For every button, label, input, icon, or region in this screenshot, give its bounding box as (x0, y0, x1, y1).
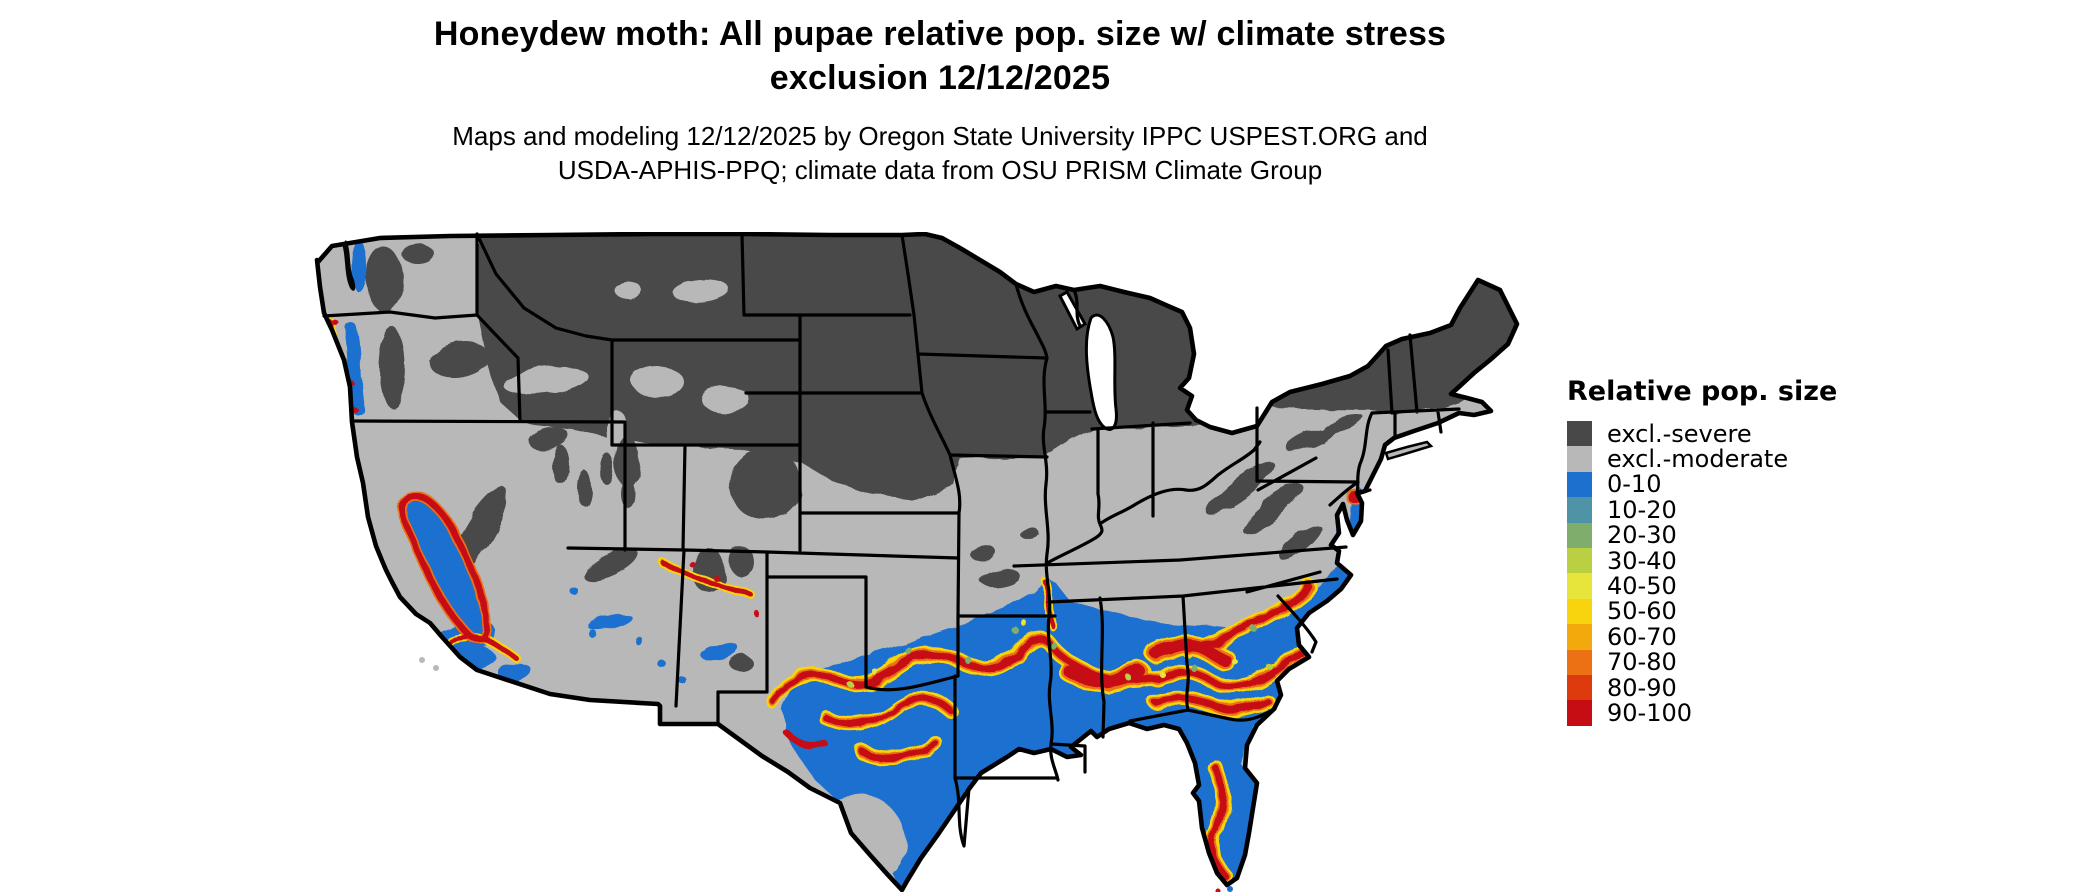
page-title: Honeydew moth: All pupae relative pop. s… (240, 12, 1640, 100)
legend-swatch (1567, 471, 1592, 498)
legend-swatch (1567, 573, 1592, 599)
legend-label: 60-70 (1607, 622, 1677, 651)
moderate-pockets (405, 266, 822, 506)
title-line-1: Honeydew moth: All pupae relative pop. s… (433, 15, 1447, 53)
legend-row: 80-90 (1567, 673, 1867, 702)
legend-row: excl.-severe (1567, 419, 1867, 448)
legend-label: excl.-severe (1607, 419, 1752, 448)
legend-swatch (1567, 421, 1592, 447)
legend-label: excl.-moderate (1607, 445, 1789, 474)
state-borders (322, 232, 1461, 848)
legend-row: 20-30 (1567, 521, 1867, 550)
title-line-2: exclusion 12/12/2025 (769, 59, 1111, 97)
legend-swatch (1567, 497, 1592, 523)
region-california-valley-blue (405, 498, 487, 638)
legend: Relative pop. size excl.-severe excl.-mo… (1567, 376, 1867, 727)
legend-row: excl.-moderate (1567, 445, 1867, 474)
legend-label: 20-30 (1607, 521, 1677, 550)
legend-label: 30-40 (1607, 546, 1677, 575)
legend-items: excl.-severe excl.-moderate 0-10 10-20 2… (1567, 419, 1867, 727)
legend-swatch (1567, 624, 1592, 650)
mid-class-specks (847, 621, 1273, 687)
florida-keys-dot (1227, 886, 1233, 892)
legend-row: 40-50 (1567, 572, 1867, 601)
legend-label: 90-100 (1607, 699, 1693, 727)
legend-row: 10-20 (1567, 495, 1867, 524)
legend-swatch (1567, 522, 1592, 548)
legend-swatch (1567, 700, 1592, 726)
us-raster (317, 234, 1517, 890)
page-subtitle: Maps and modeling 12/12/2025 by Oregon S… (240, 119, 1640, 187)
florida-keys-dot (1215, 888, 1221, 892)
legend-label: 70-80 (1607, 648, 1677, 677)
legend-row: 0-10 (1567, 470, 1867, 499)
legend-label: 80-90 (1607, 673, 1677, 702)
severe-pockets (367, 244, 1364, 672)
legend-label: 10-20 (1607, 495, 1677, 524)
us-outline (314, 232, 1520, 892)
us-map-svg (314, 232, 1520, 892)
us-map (310, 232, 1560, 892)
legend-swatch (1567, 649, 1592, 675)
subtitle-line-2: USDA-APHIS-PPQ; climate data from OSU PR… (557, 155, 1323, 185)
subtitle-line-1: Maps and modeling 12/12/2025 by Oregon S… (452, 121, 1428, 151)
legend-swatch (1567, 674, 1592, 701)
long-island (1384, 440, 1434, 461)
legend-label: 50-60 (1607, 597, 1677, 626)
puget-sound (342, 240, 356, 291)
legend-swatch (1567, 598, 1592, 625)
channel-island (433, 665, 439, 671)
legend-swatch (1567, 547, 1592, 574)
legend-row: 90-100 (1567, 699, 1867, 727)
legend-row: 50-60 (1567, 597, 1867, 626)
legend-title: Relative pop. size (1567, 376, 1838, 407)
channel-island (419, 657, 425, 663)
legend-label: 40-50 (1607, 572, 1677, 601)
legend-swatch (1567, 446, 1592, 472)
legend-row: 70-80 (1567, 648, 1867, 677)
legend-label: 0-10 (1607, 470, 1662, 499)
willamette-blue-strip (344, 321, 364, 416)
legend-row: 60-70 (1567, 622, 1867, 651)
legend-row: 30-40 (1567, 546, 1867, 575)
